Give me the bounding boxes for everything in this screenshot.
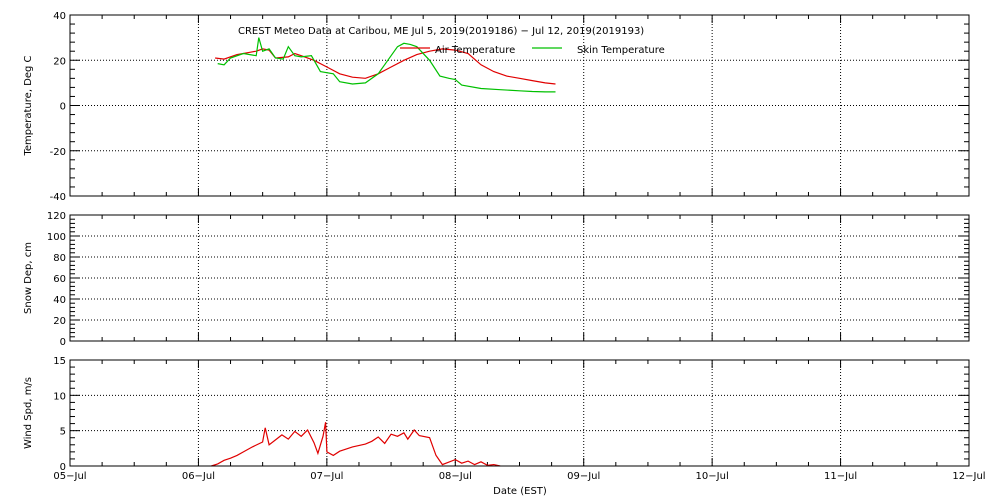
series-line-skin-temperature [217,37,556,93]
y-tick-label: 60 [53,274,66,285]
y-tick-label: 120 [47,211,66,222]
panel-frame [69,359,970,467]
y-tick-label: -20 [50,147,66,158]
y-axis-label: Temperature, Deg C [23,55,34,156]
x-axis-tick-labels: 05−Jul 06−Jul 07−Jul 08−Jul 09−Jul 10−Jul 11−J… [53,471,985,482]
y-tick-label: 10 [53,391,66,402]
panel-frame [69,14,970,197]
series-line-wind-speed [211,422,501,467]
legend-label: Air Temperature [435,45,515,56]
y-tick-label: 20 [53,316,66,327]
y-tick-label: 0 [60,337,66,348]
x-tick-label: 12−Jul [952,471,985,482]
panel-frame [69,214,970,342]
y-axis-label: Snow Dep, cm [23,242,34,314]
y-tick-label: 40 [53,11,66,22]
x-tick-label: 06−Jul [182,471,215,482]
y-tick-label: 0 [60,102,66,113]
y-tick-label: 5 [60,427,66,438]
x-tick-label: 10−Jul [696,471,729,482]
x-tick-label: 08−Jul [439,471,472,482]
chart-panels: -40 -20 0 20 40 Temperature, Deg C Air Tempera… [23,11,970,473]
y-tick-label: 15 [53,356,66,367]
panel-wind: 0 5 10 15 Wind Spd, m/s [23,356,970,473]
panel-temperature: -40 -20 0 20 40 Temperature, Deg C Air Tempera… [23,11,970,203]
y-tick-label: 100 [47,232,66,243]
x-tick-label: 07−Jul [310,471,343,482]
y-tick-label: 0 [60,462,66,473]
x-tick-label: 09−Jul [567,471,600,482]
x-axis-label: Date (EST) [493,486,547,497]
y-tick-label: -40 [50,192,66,203]
x-tick-label: 11−Jul [824,471,857,482]
y-tick-label: 20 [53,56,66,67]
y-tick-label: 80 [53,253,66,264]
y-tick-label: 40 [53,295,66,306]
chart-title: CREST Meteo Data at Caribou, ME Jul 5, 2… [238,26,644,37]
legend-label: Skin Temperature [577,45,665,56]
y-axis-label: Wind Spd, m/s [23,377,34,449]
panel-snow: 0 20 40 60 80 100 120 Snow Dep, cm [23,211,970,348]
series-line-air-temperature [215,48,556,85]
x-tick-label: 05−Jul [53,471,86,482]
